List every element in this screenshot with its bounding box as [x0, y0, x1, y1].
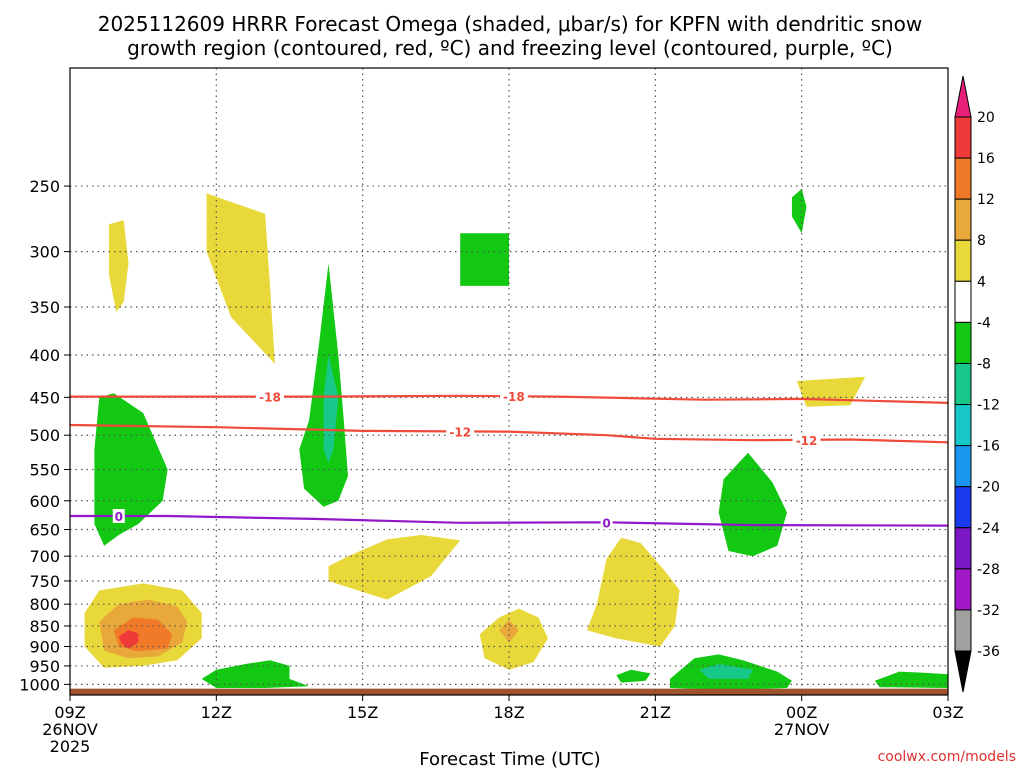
y-tick-label: 950	[29, 657, 60, 676]
y-tick-label: 600	[29, 492, 60, 511]
ground-band	[70, 688, 948, 695]
colorbar-tick-label: -16	[977, 439, 1000, 455]
y-tick-label: 400	[29, 346, 60, 365]
y-tick-label: 900	[29, 638, 60, 657]
omega-region-15	[460, 233, 509, 286]
colorbar-band	[954, 527, 972, 570]
colorbar-tick-label: -4	[977, 315, 991, 331]
y-tick-label: 550	[29, 460, 60, 479]
omega-region-18	[201, 660, 309, 688]
colorbar-bottom-arrow	[954, 650, 972, 693]
plot-frame	[69, 67, 949, 696]
contour-label-bg	[255, 389, 284, 404]
omega-region-1	[109, 220, 129, 313]
omega-region-2	[206, 193, 275, 364]
colorbar-tick-label: 20	[977, 110, 995, 126]
colorbar-tick-label: -28	[977, 562, 1000, 578]
x-tick-label: 03Z	[932, 703, 963, 722]
omega-region-4	[328, 535, 461, 600]
y-tick-label: 650	[29, 521, 60, 540]
omega-region-19	[616, 669, 651, 683]
colorbar-band	[954, 609, 972, 652]
colorbar-band	[954, 404, 972, 447]
colorbar-tick-label: -20	[977, 480, 1000, 496]
omega-region-22	[874, 671, 948, 688]
colorbar-tick-label: -36	[977, 644, 1000, 660]
colorbar-tick-label: 12	[977, 192, 995, 208]
y-tick-label: 250	[29, 177, 60, 196]
colorbar-band	[954, 157, 972, 200]
chart-title-line1: 2025112609 HRRR Forecast Omega (shaded, …	[98, 12, 923, 36]
contour-label-bg	[792, 433, 821, 448]
x-axis-label: Forecast Time (UTC)	[419, 749, 600, 768]
y-tick-label: 700	[29, 547, 60, 566]
credit-text: coolwx.com/models	[878, 749, 1016, 765]
contour-label-bg	[446, 424, 475, 439]
contour-label-bg	[499, 388, 528, 403]
x-tick-label: 12Z	[201, 703, 232, 722]
contour-label: 0	[115, 510, 123, 524]
x-tick-label: 09Z	[54, 703, 85, 722]
contour-label: -12	[796, 434, 818, 448]
omega-region-16	[791, 188, 807, 234]
omega-region-13	[299, 263, 348, 507]
colorbar-tick-label: -32	[977, 603, 1000, 619]
x-tick-label: 2025	[50, 737, 91, 756]
colorbar-band	[954, 362, 972, 406]
colorbar-band	[954, 239, 972, 282]
contour-label: 0	[602, 516, 610, 530]
colorbar-band	[954, 321, 972, 364]
omega-region-10	[479, 608, 548, 670]
colorbar-tick-label: -24	[977, 521, 1000, 537]
colorbar-tick-label: 8	[977, 233, 986, 249]
omega-region-21	[699, 664, 753, 679]
colorbar-band	[954, 445, 972, 488]
x-tick-label: 15Z	[347, 703, 378, 722]
x-tick-label: 18Z	[493, 703, 524, 722]
colorbar-band	[954, 486, 972, 529]
contour-label-bg	[600, 515, 613, 530]
colorbar-band	[954, 198, 972, 241]
y-tick-label: 500	[29, 426, 60, 445]
y-tick-label: 450	[29, 388, 60, 407]
y-tick-label: 850	[29, 617, 60, 636]
y-tick-label: 350	[29, 298, 60, 317]
omega-region-5	[587, 537, 680, 647]
colorbar-tick-label: -8	[977, 356, 991, 372]
y-tick-label: 750	[29, 572, 60, 591]
x-tick-label: 27NOV	[774, 720, 830, 739]
colorbar-band	[954, 116, 972, 159]
omega-region-3	[796, 376, 866, 407]
y-tick-label: 1000	[19, 675, 60, 694]
omega-region-14	[323, 355, 339, 463]
omega-region-11	[499, 619, 519, 643]
contour-label: -18	[259, 391, 281, 405]
x-tick-label: 26NOV	[42, 720, 98, 739]
colorbar-band	[954, 568, 972, 611]
omega-region-17	[718, 452, 787, 557]
omega-region-9	[118, 630, 139, 649]
colorbar-band	[954, 280, 972, 323]
contour-line-3	[70, 514, 949, 527]
colorbar-tick-label: 4	[977, 274, 986, 290]
colorbar-top-arrow	[954, 75, 972, 118]
colorbar-tick-label: -12	[977, 398, 1000, 414]
chart-title-line2: growth region (contoured, red, ºC) and f…	[127, 36, 893, 60]
contour-label-bg	[112, 509, 125, 524]
x-tick-label: 21Z	[640, 703, 671, 722]
x-tick-label: 00Z	[786, 703, 817, 722]
contour-label: -18	[503, 390, 525, 404]
y-tick-label: 300	[29, 243, 60, 262]
colorbar-tick-label: 16	[977, 151, 995, 167]
y-tick-label: 800	[29, 595, 60, 614]
contour-label: -12	[449, 426, 471, 440]
